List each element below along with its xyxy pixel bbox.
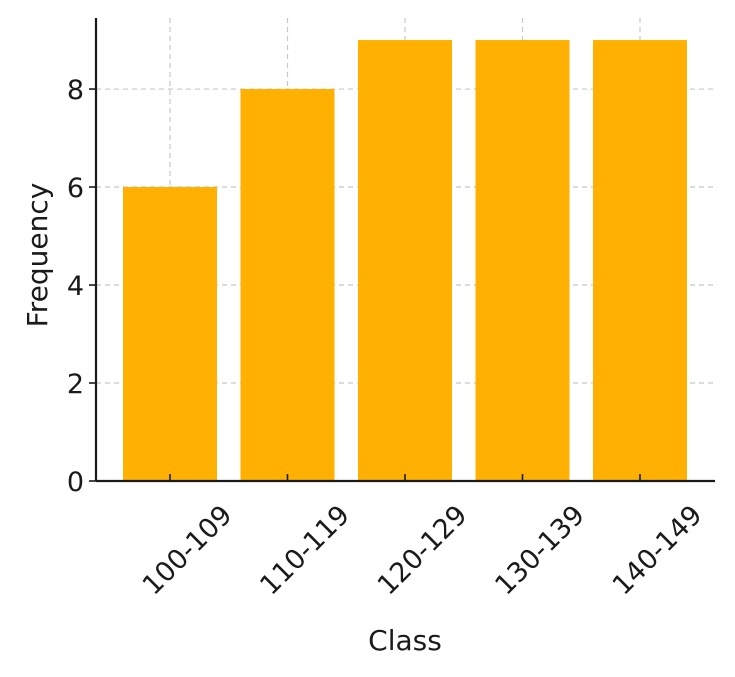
x-tick-label-2: 120-129 (372, 500, 474, 602)
y-tick-label-4: 8 (67, 75, 84, 106)
y-tick-label-0: 0 (67, 467, 84, 498)
bar-140-149 (593, 40, 687, 482)
x-tick-label-4: 140-149 (607, 500, 709, 602)
bar-100-109 (123, 187, 217, 482)
bar-110-119 (240, 89, 335, 481)
y-axis-title: Frequency (21, 183, 54, 328)
x-tick-label-1: 110-119 (254, 500, 356, 602)
x-tick-label-0: 100-109 (137, 500, 239, 602)
y-tick-label-2: 4 (67, 271, 84, 302)
bars-layer (123, 40, 687, 482)
y-tick-label-3: 6 (67, 173, 84, 204)
x-axis-title: Class (368, 624, 442, 657)
x-tick-label-3: 130-139 (489, 500, 591, 602)
bar-130-139 (475, 40, 570, 482)
y-tick-label-1: 2 (67, 369, 84, 400)
bar-120-129 (358, 40, 452, 482)
